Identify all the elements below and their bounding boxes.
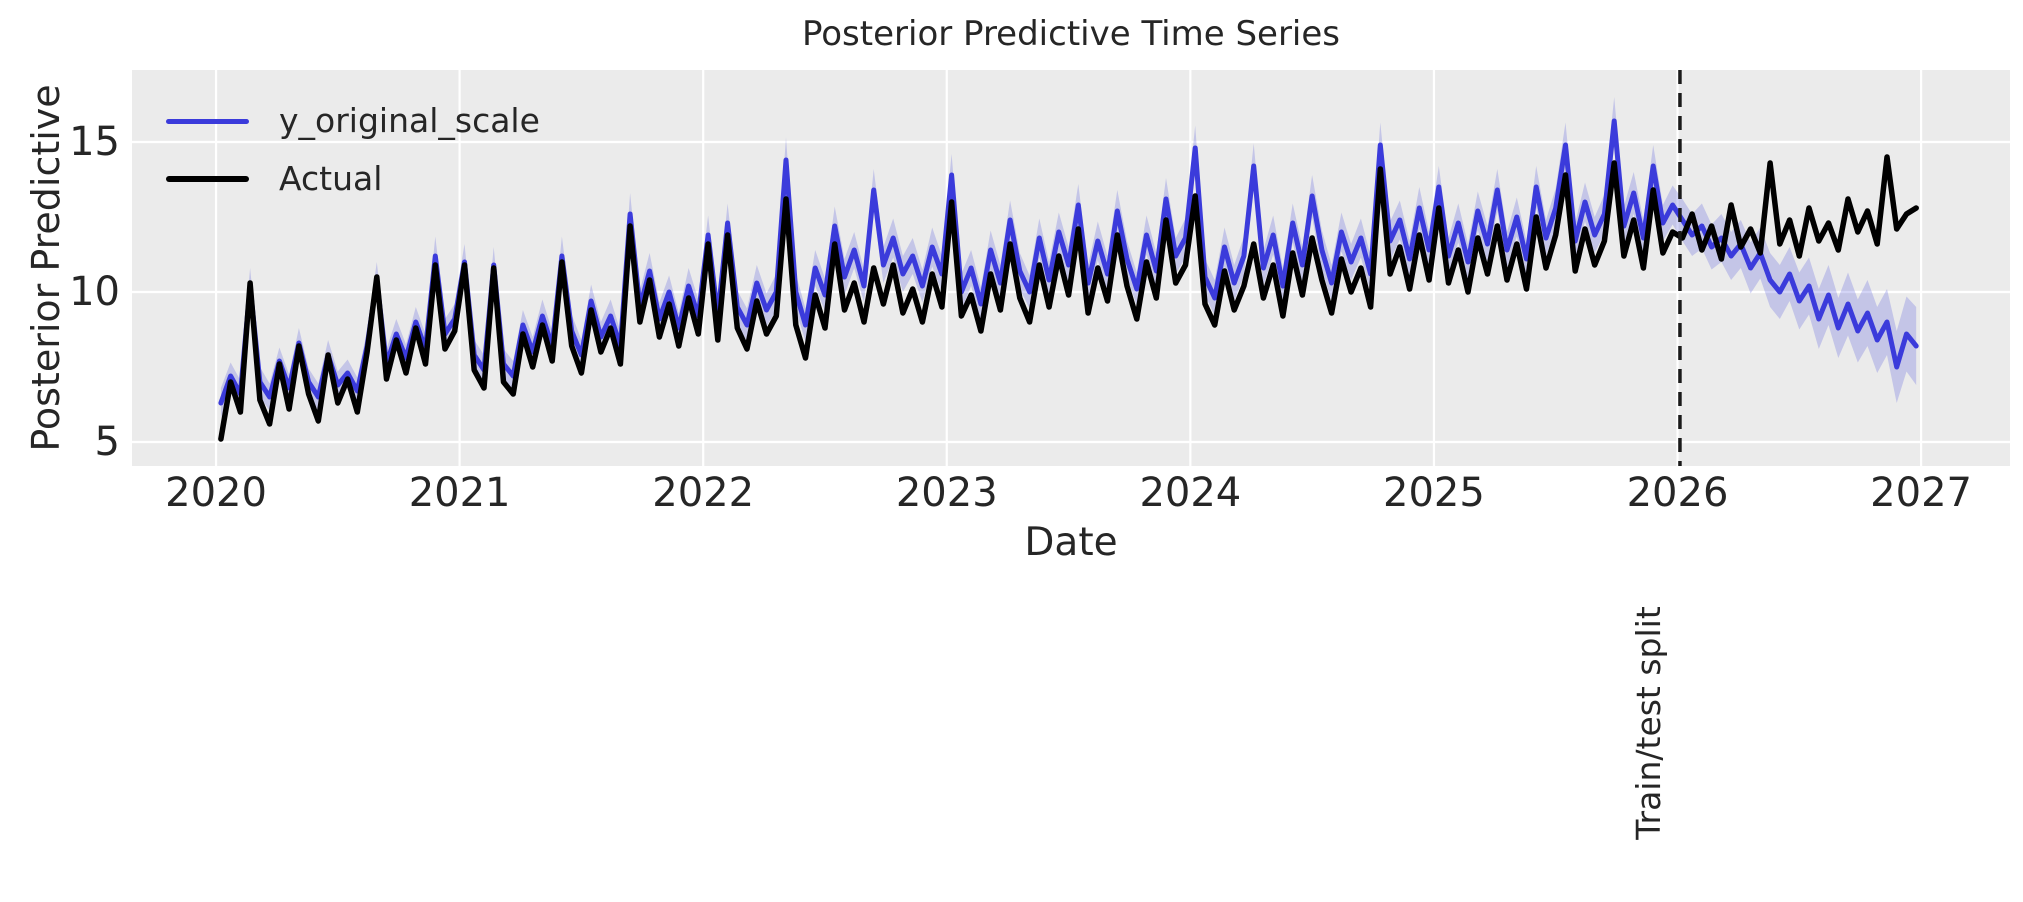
y-tick-label: 10 [69,269,120,315]
legend-item-actual: Actual [166,150,540,208]
train-test-split-annotation: Train/test split [1629,606,1668,840]
x-tick-label: 2022 [652,470,755,516]
legend-item-predicted: y_original_scale [166,92,540,150]
legend: y_original_scale Actual [166,92,540,208]
x-tick-label: 2025 [1383,470,1485,516]
x-tick-label: 2027 [1870,470,1972,516]
plot-area: y_original_scale Actual [132,70,2010,466]
predicted-line-swatch [166,118,249,124]
x-tick-label: 2020 [165,470,267,516]
x-axis-label: Date [1024,520,1118,565]
x-tick-label: 2026 [1626,470,1729,516]
chart-title: Posterior Predictive Time Series [801,14,1341,54]
plot-svg [132,70,2010,466]
x-tick-label: 2024 [1139,470,1242,516]
legend-label-predicted: y_original_scale [279,101,540,140]
x-tick-label: 2023 [895,470,998,516]
y-tick-label: 5 [94,419,120,465]
actual-line [218,154,1919,442]
actual-line-swatch [166,176,249,182]
legend-label-actual: Actual [279,159,383,198]
x-tick-label: 2021 [408,470,511,516]
y-tick-label: 15 [69,119,120,165]
